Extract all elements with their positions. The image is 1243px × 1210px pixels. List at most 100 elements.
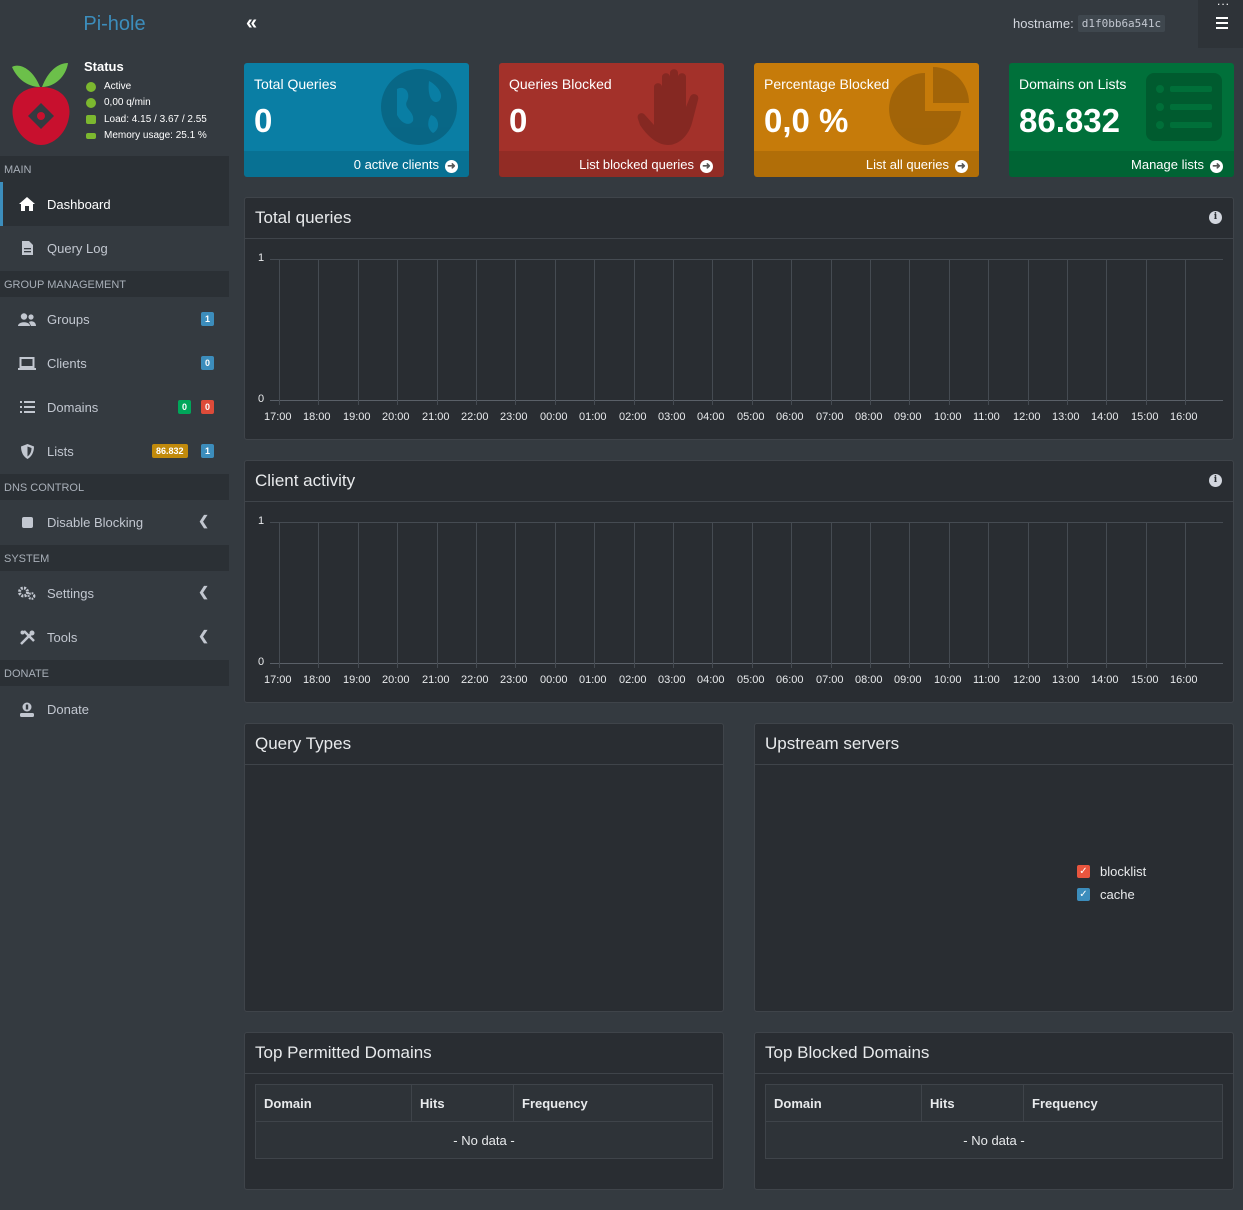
x-axis-tick-label: 19:00 xyxy=(343,411,371,423)
grid-line-vertical xyxy=(555,259,556,405)
domains-allow-badge: 0 xyxy=(178,400,192,414)
stat-label: Domains on Lists xyxy=(1019,76,1127,92)
sidebar-item-dashboard[interactable]: Dashboard xyxy=(0,182,229,226)
column-header-frequency[interactable]: Frequency xyxy=(1023,1084,1223,1122)
active-clients-link[interactable]: 0 active clients ➜ xyxy=(244,151,469,177)
sidebar-item-disable-blocking[interactable]: Disable Blocking ❮ xyxy=(0,500,229,544)
grid-line-vertical xyxy=(515,259,516,405)
hand-stop-icon xyxy=(637,69,699,145)
grid-line-vertical xyxy=(476,522,477,668)
x-axis-tick-label: 00:00 xyxy=(540,674,568,686)
nav-header-dns-control: DNS CONTROL xyxy=(0,474,229,500)
sidebar-item-groups[interactable]: Groups 1 xyxy=(0,297,229,341)
card-title: Top Blocked Domains xyxy=(755,1033,1233,1074)
brand-name[interactable]: Pi-hole xyxy=(83,12,146,35)
total-queries-card: Total queries i xyxy=(244,197,1234,440)
grid-line-vertical xyxy=(279,522,280,668)
grid-line-vertical xyxy=(1146,522,1147,668)
sidebar-item-donate[interactable]: Donate xyxy=(0,687,229,731)
manage-lists-link[interactable]: Manage lists ➜ xyxy=(1009,151,1234,177)
upstream-servers-card: Upstream servers xyxy=(754,723,1234,1012)
info-icon[interactable]: i xyxy=(1209,211,1222,224)
home-icon xyxy=(18,196,36,212)
grid-line-vertical xyxy=(1185,259,1186,405)
status-load: Load: 4.15 / 3.67 / 2.55 xyxy=(86,114,207,125)
x-axis-tick-label: 15:00 xyxy=(1131,411,1159,423)
grid-line-vertical xyxy=(279,259,280,405)
brand-logo-text[interactable]: Pi-hole xyxy=(0,0,229,48)
column-header-hits[interactable]: Hits xyxy=(411,1084,514,1122)
list-all-queries-link[interactable]: List all queries ➜ xyxy=(754,151,979,177)
x-axis-tick-label: 10:00 xyxy=(934,411,962,423)
x-axis-tick-label: 05:00 xyxy=(737,411,765,423)
grid-line-vertical xyxy=(870,259,871,405)
column-header-domain[interactable]: Domain xyxy=(255,1084,412,1122)
cpu-icon xyxy=(86,115,96,124)
grid-line-bottom xyxy=(270,663,1223,664)
memory-icon xyxy=(86,132,96,139)
grid-line-top xyxy=(270,259,1223,260)
sidebar-item-label: Settings xyxy=(47,585,94,601)
list-blocked-queries-link[interactable]: List blocked queries ➜ xyxy=(499,151,724,177)
card-title: Total queries xyxy=(245,198,1233,239)
raspberry-logo-icon xyxy=(12,63,70,145)
groups-count-badge: 1 xyxy=(201,312,215,326)
top-blocked-table: Domain Hits Frequency - No data - xyxy=(765,1084,1223,1159)
grid-line-vertical xyxy=(949,259,950,405)
grid-line-vertical xyxy=(831,522,832,668)
x-axis-tick-label: 09:00 xyxy=(894,674,922,686)
x-axis-tick-label: 09:00 xyxy=(894,411,922,423)
grid-line-vertical xyxy=(870,522,871,668)
sidebar-item-query-log[interactable]: Query Log xyxy=(0,226,229,270)
nav-header-group-management: GROUP MANAGEMENT xyxy=(0,271,229,297)
checkbox-checked-icon[interactable]: ✓ xyxy=(1077,888,1090,901)
sidebar-item-domains[interactable]: Domains 0 0 xyxy=(0,385,229,429)
x-axis-tick-label: 16:00 xyxy=(1170,411,1198,423)
status-title: Status xyxy=(84,59,124,74)
arrow-circle-right-icon: ➜ xyxy=(955,160,968,173)
menu-toggle-button[interactable]: ... xyxy=(1198,0,1243,48)
gauge-icon xyxy=(86,97,96,108)
stat-value: 0 xyxy=(509,102,528,139)
stat-percentage-blocked: Percentage Blocked 0,0 % List all querie… xyxy=(754,63,979,177)
x-axis-tick-label: 22:00 xyxy=(461,411,489,423)
x-axis-tick-label: 02:00 xyxy=(619,674,647,686)
x-axis-tick-label: 04:00 xyxy=(697,674,725,686)
checkbox-checked-icon[interactable]: ✓ xyxy=(1077,865,1090,878)
list-alt-icon xyxy=(1146,73,1222,141)
sidebar-item-settings[interactable]: Settings ❮ xyxy=(0,571,229,615)
grid-line-vertical xyxy=(712,522,713,668)
grid-line-bottom xyxy=(270,400,1223,401)
column-header-frequency[interactable]: Frequency xyxy=(513,1084,713,1122)
stat-total-queries: Total Queries 0 0 active clients ➜ xyxy=(244,63,469,177)
y-axis-tick-label: 1 xyxy=(258,515,265,527)
sidebar-collapse-button[interactable]: « xyxy=(246,12,258,34)
sidebar-item-lists[interactable]: Lists 86.832 1 xyxy=(0,429,229,473)
column-header-domain[interactable]: Domain xyxy=(765,1084,922,1122)
clients-count-badge: 0 xyxy=(201,356,215,370)
x-axis-tick-label: 05:00 xyxy=(737,674,765,686)
status-panel: Status Active 0,00 q/min Load: 4.15 / 3.… xyxy=(0,48,229,155)
grid-line-vertical xyxy=(949,522,950,668)
x-axis-tick-label: 19:00 xyxy=(343,674,371,686)
x-axis-tick-label: 06:00 xyxy=(776,674,804,686)
hostname-display: hostname: d1f0bb6a541c xyxy=(1013,15,1166,32)
info-icon[interactable]: i xyxy=(1209,474,1222,487)
legend-item-cache[interactable]: ✓ cache xyxy=(1077,887,1135,902)
grid-line-vertical xyxy=(673,259,674,405)
grid-line-vertical xyxy=(397,522,398,668)
sidebar-item-label: Disable Blocking xyxy=(47,514,144,530)
pie-chart-icon xyxy=(889,67,969,145)
grid-line-vertical xyxy=(1146,259,1147,405)
top-navbar xyxy=(229,0,1243,48)
x-axis-tick-label: 07:00 xyxy=(816,674,844,686)
stat-value: 0,0 % xyxy=(764,102,849,139)
grid-line-vertical xyxy=(988,522,989,668)
column-header-hits[interactable]: Hits xyxy=(921,1084,1024,1122)
legend-label: cache xyxy=(1100,887,1135,902)
empty-table-message: - No data - xyxy=(765,1121,1223,1159)
arrow-circle-right-icon: ➜ xyxy=(445,160,458,173)
sidebar-item-tools[interactable]: Tools ❮ xyxy=(0,615,229,659)
legend-item-blocklist[interactable]: ✓ blocklist xyxy=(1077,864,1146,879)
sidebar-item-clients[interactable]: Clients 0 xyxy=(0,341,229,385)
